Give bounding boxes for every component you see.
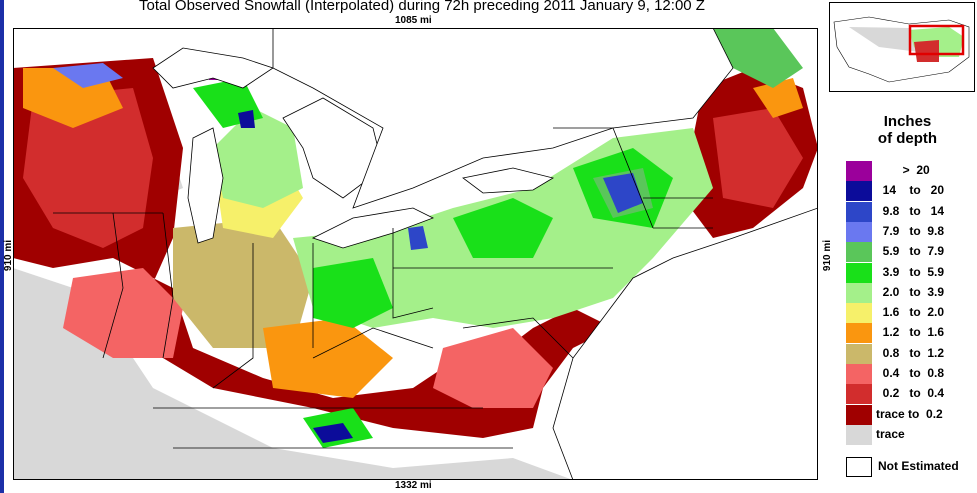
legend-swatch: [846, 242, 872, 263]
iowa-light-red-region: [63, 268, 183, 358]
legend-row: 1.2 to 1.6: [846, 323, 976, 344]
legend-row: 14 to 20: [846, 181, 976, 202]
canada-mid-green-region: [713, 28, 803, 88]
not-estimated-swatch: [846, 457, 872, 477]
legend-row: trace to 0.2: [846, 404, 976, 425]
legend-label: 7.9 to 9.8: [876, 223, 945, 238]
upper-midwest-red-region: [23, 88, 153, 248]
ohio-green-region: [313, 258, 393, 328]
not-estimated-label: Not Estimated: [878, 459, 959, 473]
legend-title: Inches of depth: [840, 113, 975, 147]
new-england-red-region: [713, 108, 803, 208]
legend-label: 3.9 to 5.9: [876, 264, 945, 279]
legend-swatch: [846, 404, 872, 425]
legend-row: 9.8 to 14: [846, 201, 976, 222]
state-boundaries: [53, 127, 713, 449]
legend-row: 3.9 to 5.9: [846, 262, 976, 283]
lake-ontario: [462, 167, 555, 194]
legend-swatch: [846, 384, 872, 405]
smoky-mountains-dark-blue-region: [313, 423, 353, 443]
tug-hill-blue-region: [603, 173, 643, 213]
bottom-distance-label: 1332 mi: [395, 480, 432, 491]
lake-erie: [311, 207, 434, 249]
legend-row: 0.8 to 1.2: [846, 343, 976, 364]
right-distance-label: 910 mi: [822, 239, 834, 272]
top-distance-label: 1085 mi: [395, 15, 432, 26]
legend-title-line2: of depth: [877, 130, 938, 147]
legend-swatch: [846, 181, 872, 202]
lake-michigan: [187, 127, 224, 244]
legend-row: 2.0 to 3.9: [846, 282, 976, 303]
legend-swatch: [846, 323, 872, 344]
canada-region: [272, 28, 734, 209]
legend-label: 1.6 to 2.0: [876, 305, 945, 320]
legend-label: 14 to 20: [876, 183, 945, 198]
trace-region-south: [13, 268, 573, 480]
michigan-light-green-region: [213, 108, 303, 208]
legend-label: > 20: [876, 163, 930, 177]
legend-label: 9.8 to 14: [876, 203, 945, 218]
legend-label: 1.2 to 1.6: [876, 325, 945, 340]
legend-swatch: [846, 201, 872, 222]
legend-label: 5.9 to 7.9: [876, 244, 945, 259]
lake-superior: [152, 47, 274, 89]
legend-swatch: [846, 364, 872, 384]
maine-orange-region: [753, 78, 803, 118]
legend-label: 0.8 to 1.2: [876, 345, 945, 360]
legend-title-line1: Inches: [883, 113, 932, 130]
legend-row: 7.9 to 9.8: [846, 221, 976, 242]
legend-swatch: [846, 161, 872, 181]
legend-swatch: [846, 424, 872, 445]
legend-swatch: [846, 303, 872, 324]
north-blue-region: [53, 63, 123, 88]
legend-swatch: [846, 262, 872, 283]
pennsylvania-green-region: [453, 198, 553, 258]
legend-row: 0.2 to 0.4: [846, 384, 976, 405]
michigan-dark-blue-region: [238, 110, 255, 128]
appalachia-light-red-region: [433, 328, 553, 408]
legend-label: 0.4 to 0.8: [876, 366, 945, 380]
legend-label: 2.0 to 3.9: [876, 284, 945, 299]
map-frame: [13, 28, 818, 480]
legend-label: trace to 0.2: [876, 406, 943, 421]
legend-row: trace: [846, 424, 976, 445]
lake-erie-blue-region: [408, 226, 428, 250]
legend-swatch: [846, 221, 872, 242]
legend-row: 5.9 to 7.9: [846, 242, 976, 263]
illinois-tan-region: [173, 218, 313, 348]
legend-label: trace: [876, 426, 905, 441]
locator-inset-map[interactable]: [829, 2, 975, 92]
legend-row: 0.4 to 0.8: [846, 364, 976, 384]
inset-focus-box: [908, 24, 965, 56]
map-title: Total Observed Snowfall (Interpolated) d…: [139, 0, 705, 14]
left-border-bar: [0, 0, 4, 493]
inset-red-area: [914, 40, 939, 62]
legend-swatch: [846, 343, 872, 364]
kentucky-orange-region: [263, 318, 393, 398]
legend-row: 1.6 to 2.0: [846, 303, 976, 324]
legend-swatch: [846, 282, 872, 303]
atlantic-ocean: [552, 207, 818, 480]
legend-label: 0.2 to 0.4: [876, 386, 945, 401]
legend-row: > 20: [846, 161, 976, 181]
snowfall-map[interactable]: [13, 28, 818, 480]
